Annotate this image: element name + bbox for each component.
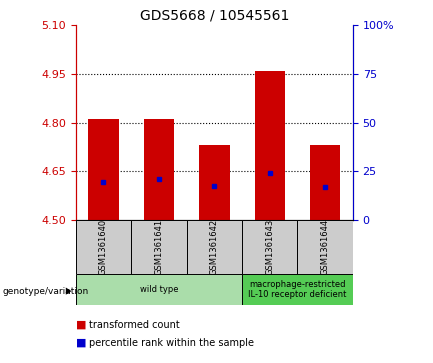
Bar [199,145,229,220]
Title: GDS5668 / 10545561: GDS5668 / 10545561 [140,9,289,23]
Bar [297,220,353,274]
Bar [242,274,353,305]
Text: transformed count: transformed count [89,320,180,330]
Bar [144,119,174,220]
Bar [187,220,242,274]
Bar [131,220,187,274]
Text: GSM1361640: GSM1361640 [99,219,108,275]
Bar [88,119,119,220]
Bar [76,220,131,274]
Text: ■: ■ [76,338,86,348]
Text: percentile rank within the sample: percentile rank within the sample [89,338,254,348]
Bar [76,274,242,305]
Text: GSM1361642: GSM1361642 [210,219,219,275]
Polygon shape [66,287,71,295]
Text: macrophage-restricted
IL-10 receptor deficient: macrophage-restricted IL-10 receptor def… [248,280,347,299]
Text: GSM1361643: GSM1361643 [265,219,274,275]
Text: ■: ■ [76,320,86,330]
Bar [242,220,297,274]
Text: GSM1361644: GSM1361644 [321,219,330,275]
Bar [255,71,285,220]
Text: GSM1361641: GSM1361641 [155,219,163,275]
Text: genotype/variation: genotype/variation [2,287,88,295]
Bar [310,145,340,220]
Text: wild type: wild type [140,285,178,294]
